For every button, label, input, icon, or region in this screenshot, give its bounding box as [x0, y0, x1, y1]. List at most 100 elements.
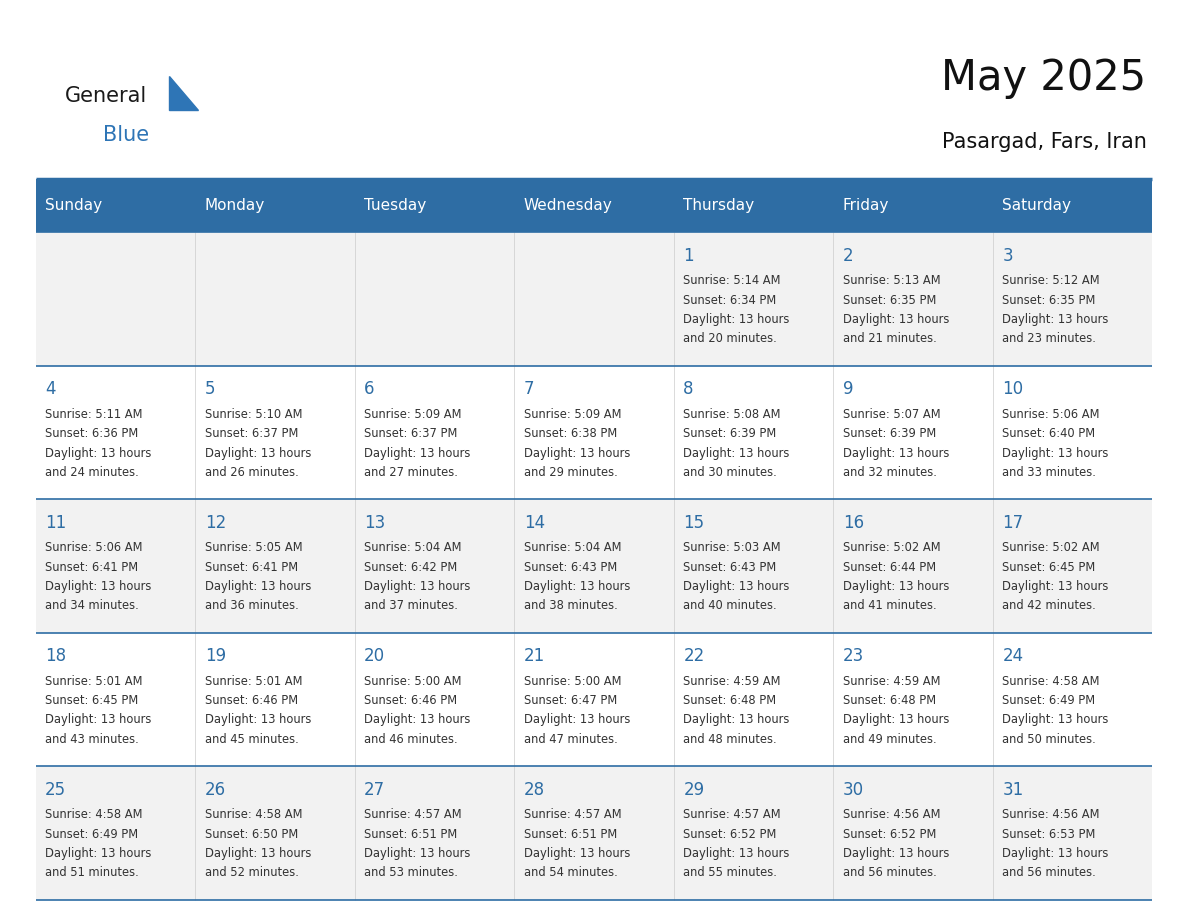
Text: Sunset: 6:50 PM: Sunset: 6:50 PM	[204, 828, 298, 841]
Text: Sunrise: 5:06 AM: Sunrise: 5:06 AM	[1003, 408, 1100, 421]
Text: Sunrise: 5:06 AM: Sunrise: 5:06 AM	[45, 542, 143, 554]
Text: 6: 6	[365, 380, 374, 398]
Text: Sunrise: 4:59 AM: Sunrise: 4:59 AM	[842, 675, 940, 688]
Text: Sunset: 6:52 PM: Sunset: 6:52 PM	[683, 828, 777, 841]
Bar	[36, 499, 1152, 633]
Text: 16: 16	[842, 514, 864, 532]
Text: and 23 minutes.: and 23 minutes.	[1003, 332, 1097, 345]
Text: Sunrise: 5:14 AM: Sunrise: 5:14 AM	[683, 274, 781, 287]
Text: and 20 minutes.: and 20 minutes.	[683, 332, 777, 345]
Text: Daylight: 13 hours: Daylight: 13 hours	[45, 580, 152, 593]
Text: Sunrise: 5:01 AM: Sunrise: 5:01 AM	[45, 675, 143, 688]
Text: Sunset: 6:48 PM: Sunset: 6:48 PM	[842, 694, 936, 707]
Text: Daylight: 13 hours: Daylight: 13 hours	[45, 847, 152, 860]
Text: 14: 14	[524, 514, 545, 532]
Text: Sunset: 6:48 PM: Sunset: 6:48 PM	[683, 694, 777, 707]
Text: Daylight: 13 hours: Daylight: 13 hours	[45, 446, 152, 460]
Text: Pasargad, Fars, Iran: Pasargad, Fars, Iran	[942, 132, 1146, 152]
Text: and 32 minutes.: and 32 minutes.	[842, 465, 936, 479]
Text: and 47 minutes.: and 47 minutes.	[524, 733, 618, 745]
Text: Daylight: 13 hours: Daylight: 13 hours	[842, 580, 949, 593]
Text: Sunrise: 5:13 AM: Sunrise: 5:13 AM	[842, 274, 941, 287]
Text: Sunrise: 5:10 AM: Sunrise: 5:10 AM	[204, 408, 302, 421]
Text: Daylight: 13 hours: Daylight: 13 hours	[1003, 446, 1108, 460]
Bar	[993, 179, 1152, 232]
Text: Tuesday: Tuesday	[365, 198, 426, 213]
Text: Sunrise: 5:01 AM: Sunrise: 5:01 AM	[204, 675, 302, 688]
Text: and 55 minutes.: and 55 minutes.	[683, 867, 777, 879]
Text: Sunrise: 5:03 AM: Sunrise: 5:03 AM	[683, 542, 781, 554]
Text: and 48 minutes.: and 48 minutes.	[683, 733, 777, 745]
Text: and 40 minutes.: and 40 minutes.	[683, 599, 777, 612]
Text: and 29 minutes.: and 29 minutes.	[524, 465, 618, 479]
Text: 2: 2	[842, 247, 853, 265]
Text: Daylight: 13 hours: Daylight: 13 hours	[683, 313, 790, 326]
Text: Sunrise: 5:12 AM: Sunrise: 5:12 AM	[1003, 274, 1100, 287]
Text: Sunset: 6:43 PM: Sunset: 6:43 PM	[524, 561, 617, 574]
Text: Sunset: 6:34 PM: Sunset: 6:34 PM	[683, 294, 777, 307]
Text: 10: 10	[1003, 380, 1023, 398]
Text: May 2025: May 2025	[941, 57, 1146, 99]
Text: Sunrise: 5:09 AM: Sunrise: 5:09 AM	[365, 408, 462, 421]
Text: and 27 minutes.: and 27 minutes.	[365, 465, 459, 479]
Text: and 41 minutes.: and 41 minutes.	[842, 599, 936, 612]
Text: Daylight: 13 hours: Daylight: 13 hours	[204, 847, 311, 860]
Text: Sunrise: 5:08 AM: Sunrise: 5:08 AM	[683, 408, 781, 421]
Text: Friday: Friday	[842, 198, 889, 213]
Text: and 21 minutes.: and 21 minutes.	[842, 332, 936, 345]
Text: Daylight: 13 hours: Daylight: 13 hours	[365, 847, 470, 860]
Text: and 33 minutes.: and 33 minutes.	[1003, 465, 1097, 479]
Text: and 42 minutes.: and 42 minutes.	[1003, 599, 1097, 612]
Text: Sunset: 6:39 PM: Sunset: 6:39 PM	[683, 427, 777, 441]
Text: Sunrise: 4:57 AM: Sunrise: 4:57 AM	[365, 809, 462, 822]
Text: Sunset: 6:51 PM: Sunset: 6:51 PM	[365, 828, 457, 841]
Bar	[833, 179, 993, 232]
Text: 15: 15	[683, 514, 704, 532]
Text: Sunrise: 5:00 AM: Sunrise: 5:00 AM	[365, 675, 462, 688]
Text: Sunrise: 5:04 AM: Sunrise: 5:04 AM	[524, 542, 621, 554]
Text: Sunset: 6:49 PM: Sunset: 6:49 PM	[1003, 694, 1095, 707]
Text: 21: 21	[524, 647, 545, 666]
Bar	[36, 767, 1152, 900]
Text: Sunset: 6:43 PM: Sunset: 6:43 PM	[683, 561, 777, 574]
Text: Daylight: 13 hours: Daylight: 13 hours	[365, 713, 470, 726]
Bar	[355, 179, 514, 232]
Text: 1: 1	[683, 247, 694, 265]
Text: 23: 23	[842, 647, 864, 666]
Text: and 46 minutes.: and 46 minutes.	[365, 733, 457, 745]
Bar	[36, 633, 1152, 767]
Text: Sunrise: 5:09 AM: Sunrise: 5:09 AM	[524, 408, 621, 421]
Text: 19: 19	[204, 647, 226, 666]
Text: Daylight: 13 hours: Daylight: 13 hours	[1003, 713, 1108, 726]
Text: Saturday: Saturday	[1003, 198, 1072, 213]
Text: and 53 minutes.: and 53 minutes.	[365, 867, 459, 879]
Text: Sunset: 6:52 PM: Sunset: 6:52 PM	[842, 828, 936, 841]
Text: Sunset: 6:42 PM: Sunset: 6:42 PM	[365, 561, 457, 574]
Text: Daylight: 13 hours: Daylight: 13 hours	[204, 713, 311, 726]
Text: Sunset: 6:46 PM: Sunset: 6:46 PM	[365, 694, 457, 707]
Text: Sunset: 6:41 PM: Sunset: 6:41 PM	[204, 561, 298, 574]
Text: and 30 minutes.: and 30 minutes.	[683, 465, 777, 479]
Text: and 26 minutes.: and 26 minutes.	[204, 465, 298, 479]
Text: 25: 25	[45, 781, 67, 799]
Text: Sunset: 6:37 PM: Sunset: 6:37 PM	[365, 427, 457, 441]
Bar	[514, 179, 674, 232]
Text: 11: 11	[45, 514, 67, 532]
Text: Sunrise: 5:07 AM: Sunrise: 5:07 AM	[842, 408, 941, 421]
Text: Sunset: 6:45 PM: Sunset: 6:45 PM	[45, 694, 138, 707]
Text: Daylight: 13 hours: Daylight: 13 hours	[524, 713, 630, 726]
Bar	[36, 365, 1152, 499]
Text: Daylight: 13 hours: Daylight: 13 hours	[683, 446, 790, 460]
Text: Sunset: 6:35 PM: Sunset: 6:35 PM	[842, 294, 936, 307]
Text: Daylight: 13 hours: Daylight: 13 hours	[365, 580, 470, 593]
Text: Sunset: 6:38 PM: Sunset: 6:38 PM	[524, 427, 617, 441]
Text: and 38 minutes.: and 38 minutes.	[524, 599, 618, 612]
Text: 31: 31	[1003, 781, 1024, 799]
Text: 8: 8	[683, 380, 694, 398]
Text: Sunrise: 5:11 AM: Sunrise: 5:11 AM	[45, 408, 143, 421]
Text: 17: 17	[1003, 514, 1023, 532]
Text: Daylight: 13 hours: Daylight: 13 hours	[524, 847, 630, 860]
Text: 27: 27	[365, 781, 385, 799]
Text: Wednesday: Wednesday	[524, 198, 613, 213]
Text: and 56 minutes.: and 56 minutes.	[842, 867, 936, 879]
